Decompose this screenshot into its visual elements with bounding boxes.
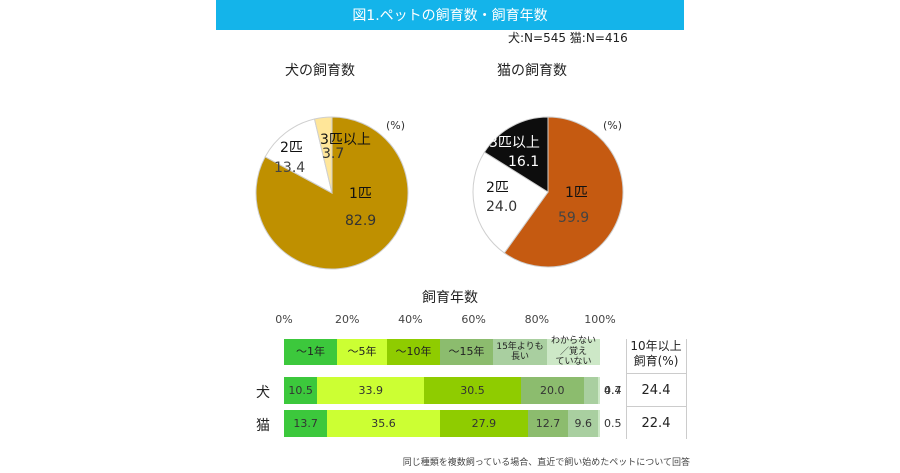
legend-item: ～15年	[440, 339, 493, 365]
bar-segment: 9.6	[568, 410, 599, 437]
bar-row-label: 犬	[256, 385, 270, 401]
x-tick-label: 20%	[334, 313, 360, 326]
dog-slice-label: 2匹	[280, 140, 303, 156]
table-divider	[626, 406, 686, 407]
table-divider-vertical	[626, 339, 627, 439]
dog-slice-value: 82.9	[345, 213, 376, 229]
bar-chart-title: 飼育年数	[422, 290, 478, 306]
cat-slice-value: 24.0	[486, 199, 517, 215]
bar-segment: 20.0	[520, 377, 584, 404]
table-divider-vertical	[686, 339, 687, 439]
dog-slice-label: 1匹	[349, 186, 372, 202]
dog-slice-value: 3.7	[322, 146, 344, 162]
x-tick-label: 40%	[398, 313, 423, 326]
bar-segment-value: 4.4	[604, 384, 622, 397]
over-10-years-header-text: 10年以上 飼育(%)	[630, 339, 682, 368]
bar-segment: 33.9	[317, 377, 425, 404]
dog-pie-slice	[313, 116, 333, 194]
bar-segment	[583, 377, 598, 404]
table-divider	[626, 373, 686, 374]
legend-item: ～1年	[284, 339, 337, 365]
pie-charts: 1匹82.92匹13.43匹以上3.7(%)1匹59.92匹24.03匹以上16…	[255, 116, 624, 270]
cat-over-10-years-value: 22.4	[641, 416, 671, 431]
legend-item: わからない／覚え ていない	[547, 336, 600, 367]
cat-pie-slice	[503, 116, 624, 268]
bar-segment-value: 0.5	[604, 417, 622, 430]
cat-pie-slice	[483, 116, 549, 193]
x-tick-label: 60%	[461, 313, 486, 326]
bar-segment: 12.7	[527, 410, 569, 437]
cat-slice-value: 59.9	[558, 210, 589, 226]
bar-segment	[598, 410, 600, 437]
dog-slice-label: 3匹以上	[320, 132, 371, 148]
legend-item: 15年よりも 長い	[493, 339, 547, 365]
dog-pie-slice	[264, 118, 333, 194]
sample-size-note: 犬:N=545 猫:N=416	[508, 31, 628, 45]
cat-pie-slice	[472, 151, 549, 254]
over-10-years-header: 10年以上 飼育(%)	[626, 339, 686, 369]
legend-item: ～10年	[387, 339, 440, 365]
cat-slice-value: 16.1	[508, 154, 539, 170]
bar-segment: 10.5	[284, 377, 318, 404]
bar-segment: 13.7	[284, 410, 328, 437]
bar-segment: 30.5	[424, 377, 521, 404]
legend-item: ～5年	[337, 339, 387, 365]
cat-slice-label: 2匹	[486, 180, 509, 196]
dog-over-10-years-value: 24.4	[641, 383, 671, 398]
bar-segment: 27.9	[439, 410, 528, 437]
bar-row-label: 猫	[256, 418, 270, 434]
x-tick-label: 80%	[524, 313, 550, 326]
bar-segment	[597, 377, 600, 404]
bar-segment-value: 0.7	[604, 384, 622, 397]
bar-segment: 35.6	[327, 410, 440, 437]
x-tick-label: 0%	[275, 313, 293, 326]
cat-slice-label: 3匹以上	[489, 135, 540, 151]
cat-pie-unit-label: (%)	[603, 119, 622, 132]
dog-pie-title: 犬の飼育数	[285, 63, 355, 79]
x-tick-label: 100%	[584, 313, 616, 326]
dog-pie-unit-label: (%)	[386, 119, 405, 132]
figure-title-banner: 図1.ペットの飼育数・飼育年数	[216, 0, 684, 30]
footnote: 同じ種類を複数飼っている場合、直近で飼い始めたペットについて回答	[402, 458, 690, 468]
cat-slice-label: 1匹	[565, 185, 588, 201]
figure-title: 図1.ペットの飼育数・飼育年数	[352, 8, 548, 24]
dog-slice-value: 13.4	[274, 160, 305, 176]
cat-pie-title: 猫の飼育数	[497, 63, 567, 79]
